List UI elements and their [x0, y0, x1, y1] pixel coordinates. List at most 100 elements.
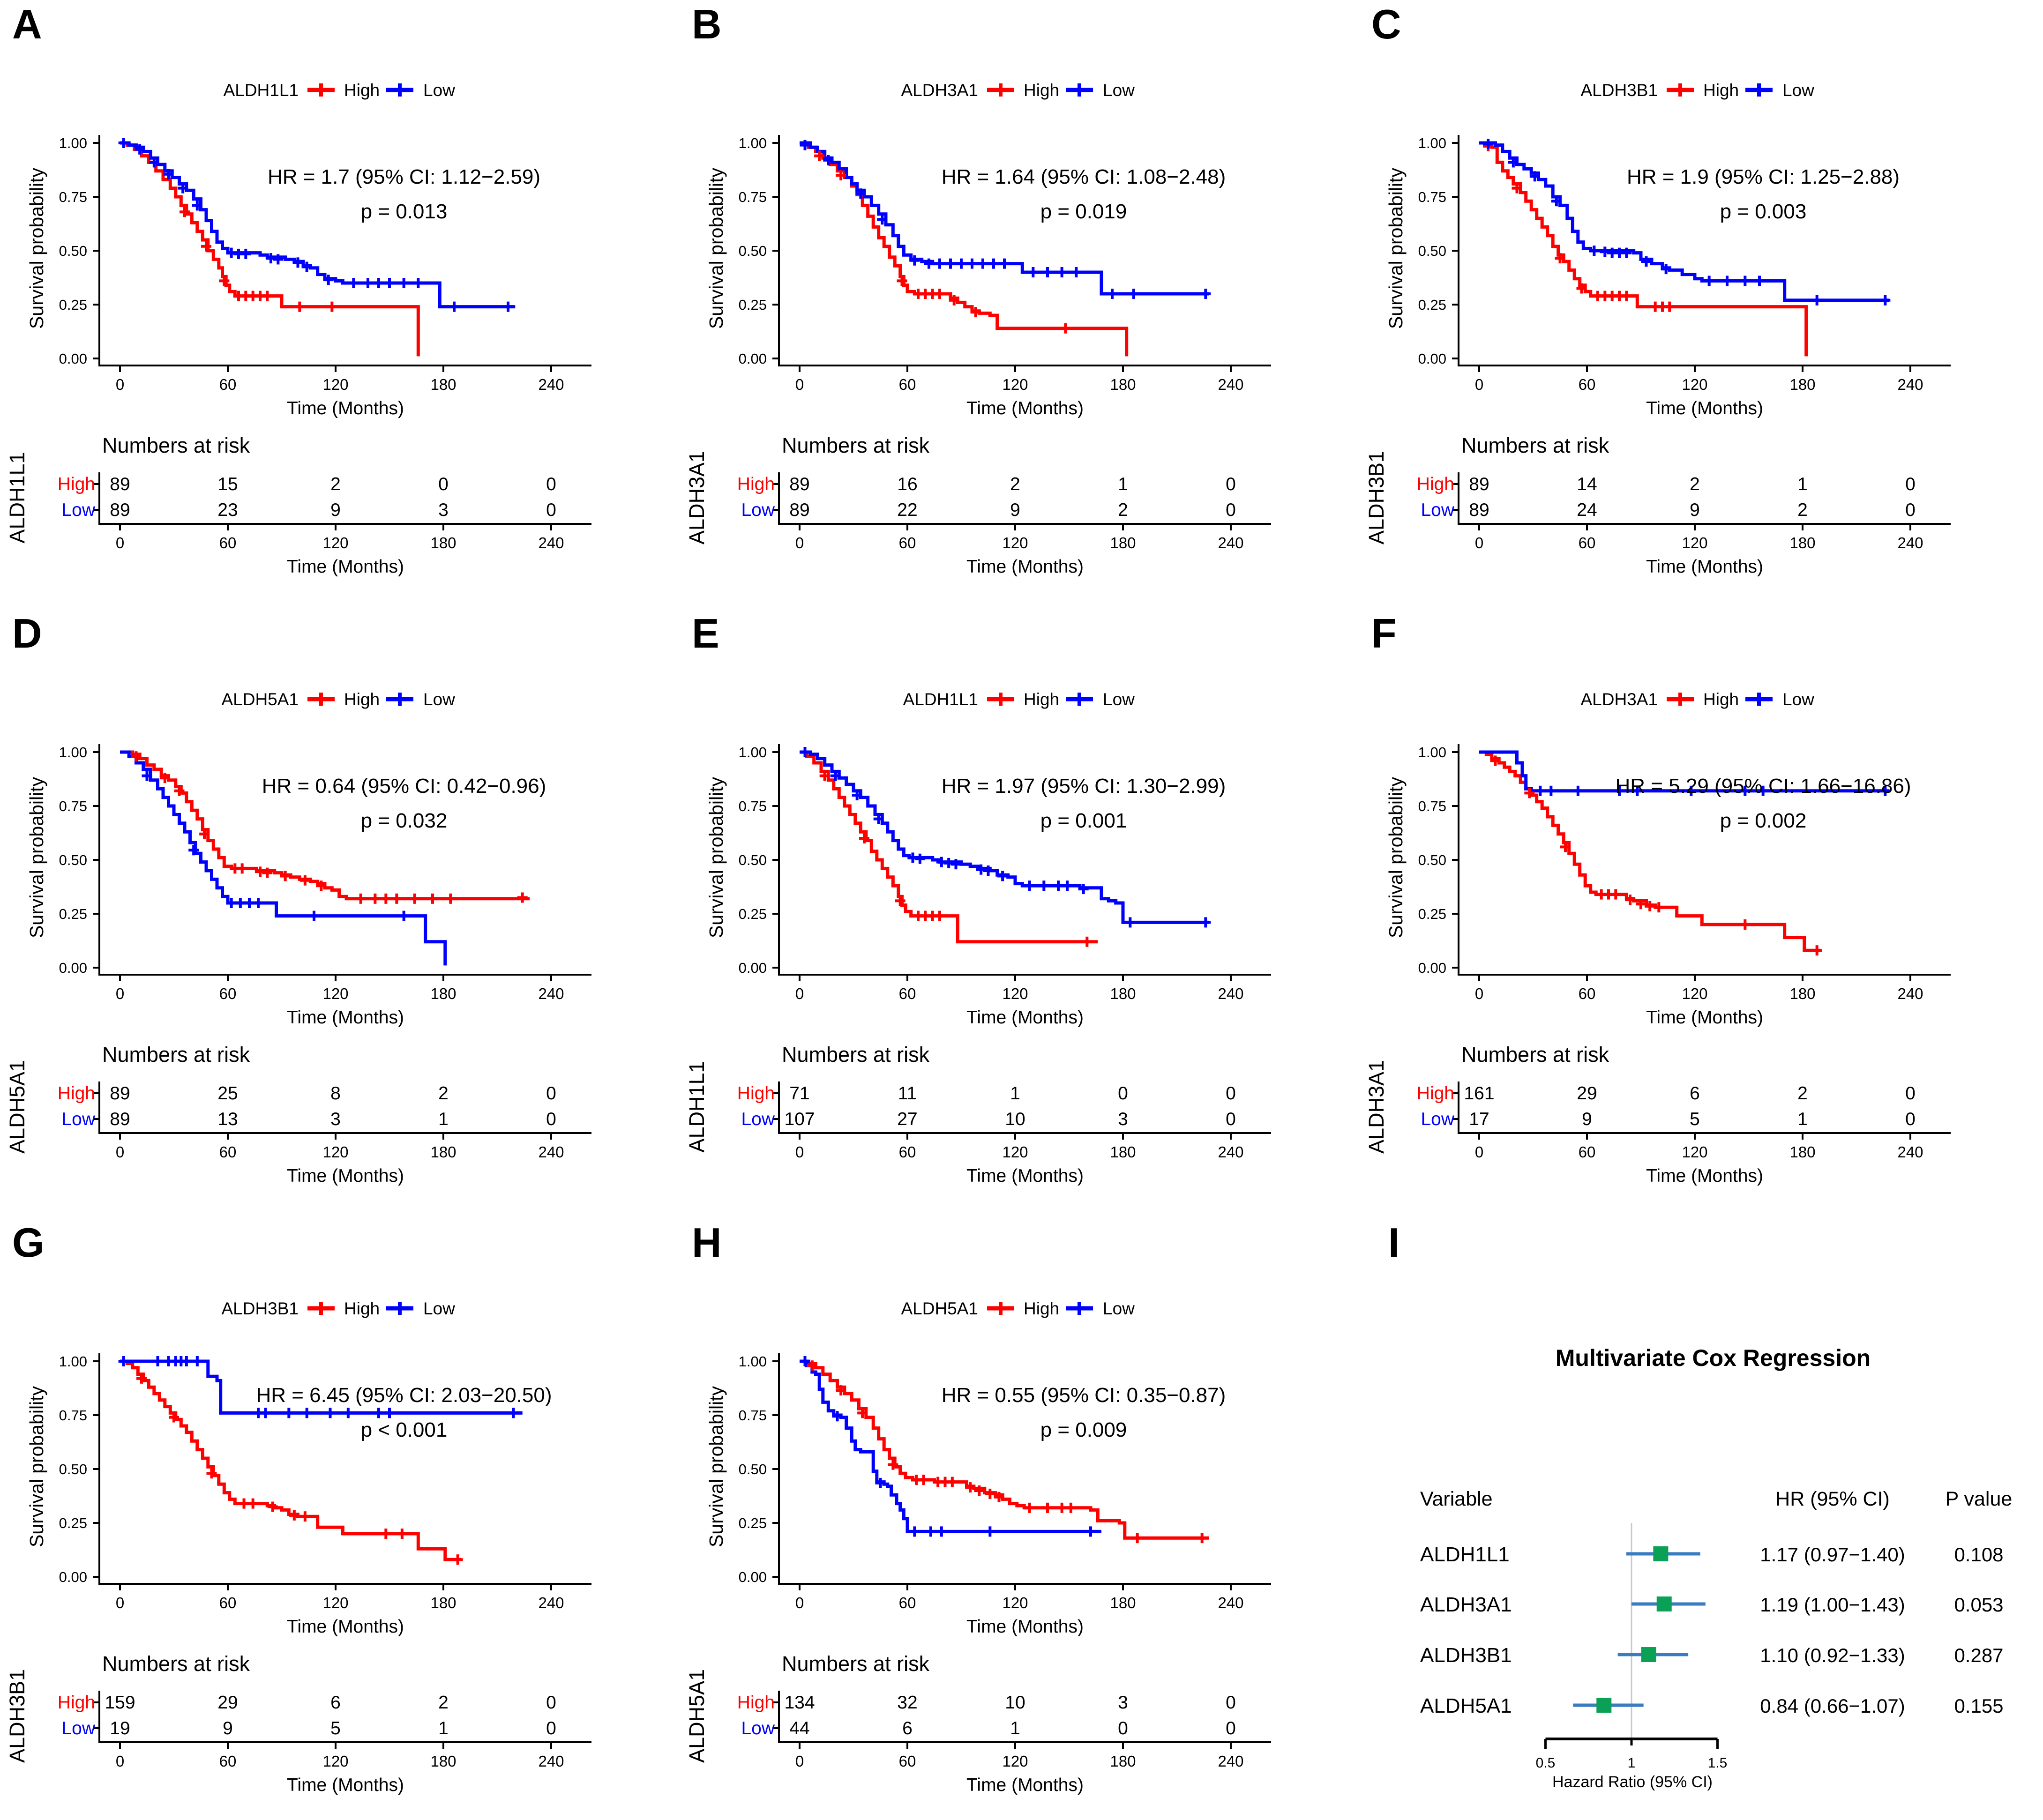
- y-axis-title: Survival probability: [1385, 167, 1407, 329]
- panel-letter: I: [1388, 1219, 1400, 1266]
- forest-col-hr: HR (95% CI): [1775, 1488, 1890, 1510]
- risk-x-tick-label: 180: [430, 534, 456, 552]
- y-tick-label: 0.00: [1418, 960, 1446, 976]
- risk-value-low: 2: [1797, 500, 1808, 520]
- p-annotation: p = 0.009: [1040, 1418, 1127, 1441]
- hr-annotation: HR = 0.55 (95% CI: 0.35−0.87): [942, 1384, 1226, 1407]
- forest-hr-marker: [1596, 1698, 1612, 1713]
- y-tick-label: 0.50: [59, 243, 87, 259]
- panel-letter: F: [1371, 610, 1397, 656]
- risk-x-tick-label: 180: [1789, 534, 1815, 552]
- legend-gene-label: ALDH3A1: [901, 81, 978, 100]
- legend-low-label: Low: [1103, 690, 1135, 709]
- y-axis-title: Survival probability: [705, 776, 727, 938]
- x-axis-title: Time (Months): [287, 1007, 404, 1028]
- y-tick-label: 1.00: [59, 1353, 87, 1370]
- legend-high-label: High: [1024, 1299, 1059, 1318]
- risk-x-axis-title: Time (Months): [1646, 1166, 1763, 1186]
- risk-value-low: 89: [1469, 500, 1489, 520]
- risk-x-tick-label: 240: [538, 534, 564, 552]
- p-annotation: p = 0.002: [1720, 809, 1807, 832]
- forest-row-p: 0.108: [1954, 1544, 2003, 1566]
- risk-x-tick-label: 240: [1218, 1143, 1243, 1161]
- km-chart-A: ALDH1L1 High Low 0.00 0.25 0.50 0.75 1.00 0 60 120…: [5, 81, 591, 577]
- x-tick-label: 120: [322, 1594, 348, 1611]
- y-axis-title: Survival probability: [1385, 776, 1407, 938]
- panel-A: A ALDH1L1 High Low 0.00 0.25 0.50 0.75 1.00 0 60 1…: [0, 0, 681, 609]
- risk-value-high: 0: [1226, 1083, 1236, 1104]
- risk-row-label-high: High: [58, 1083, 95, 1104]
- forest-row-variable: ALDH1L1: [1420, 1543, 1510, 1566]
- risk-row-label-high: High: [58, 474, 95, 494]
- risk-value-low: 5: [330, 1718, 341, 1738]
- forest-col-variable: Variable: [1420, 1488, 1493, 1510]
- risk-x-axis-title: Time (Months): [287, 1775, 404, 1795]
- y-tick-label: 1.00: [739, 744, 767, 761]
- risk-x-tick-label: 120: [1002, 1753, 1028, 1770]
- y-tick-label: 1.00: [59, 135, 87, 151]
- x-axis-title: Time (Months): [966, 398, 1084, 418]
- risk-value-high: 0: [546, 1693, 556, 1713]
- y-tick-label: 0.75: [739, 1407, 767, 1424]
- y-tick-label: 0.75: [739, 798, 767, 814]
- forest-axis-tick-label: 0.5: [1536, 1755, 1556, 1771]
- y-tick-label: 0.25: [1418, 906, 1446, 922]
- p-annotation: p = 0.019: [1040, 200, 1127, 223]
- risk-row-label-low: Low: [741, 1718, 775, 1738]
- legend-gene-label: ALDH5A1: [221, 690, 299, 709]
- y-tick-label: 0.75: [59, 189, 87, 205]
- curve-high: [1479, 750, 1821, 952]
- risk-value-low: 1: [1010, 1718, 1020, 1738]
- risk-x-tick-label: 60: [899, 1753, 916, 1770]
- y-tick-label: 1.00: [739, 1353, 767, 1370]
- risk-x-tick-label: 120: [1682, 1143, 1707, 1161]
- risk-value-low: 3: [438, 500, 449, 520]
- risk-value-high: 0: [1226, 1693, 1236, 1713]
- y-tick-label: 0.50: [739, 1461, 767, 1477]
- risk-gene-label: ALDH1L1: [685, 1061, 709, 1152]
- x-tick-label: 60: [899, 1594, 916, 1611]
- legend-high-label: High: [1024, 690, 1059, 709]
- x-tick-label: 240: [1218, 985, 1243, 1002]
- risk-row-label-high: High: [737, 1693, 775, 1713]
- risk-value-high: 8: [330, 1083, 341, 1104]
- risk-value-low: 24: [1577, 500, 1597, 520]
- risk-x-tick-label: 240: [1218, 1753, 1243, 1770]
- risk-value-low: 6: [902, 1718, 913, 1738]
- risk-value-low: 89: [110, 500, 130, 520]
- legend-high-label: High: [344, 81, 380, 100]
- risk-value-low: 2: [1118, 500, 1128, 520]
- legend-low-label: Low: [1782, 81, 1814, 100]
- risk-value-low: 1: [438, 1109, 449, 1129]
- risk-x-tick-label: 0: [795, 1143, 804, 1161]
- risk-x-tick-label: 0: [1475, 1143, 1483, 1161]
- forest-row-hr: 1.17 (0.97−1.40): [1760, 1544, 1905, 1566]
- curve-high: [1479, 141, 1808, 357]
- hr-annotation: HR = 1.97 (95% CI: 1.30−2.99): [942, 775, 1226, 798]
- panel-E: E ALDH1L1 High Low 0.00 0.25 0.50 0.75 1.00 0 60 1…: [680, 609, 1361, 1218]
- y-axis-title: Survival probability: [26, 167, 47, 329]
- y-tick-label: 0.00: [739, 351, 767, 367]
- risk-x-tick-label: 180: [1789, 1143, 1815, 1161]
- risk-value-high: 2: [438, 1693, 449, 1713]
- risk-x-tick-label: 240: [538, 1143, 564, 1161]
- risk-x-tick-label: 120: [322, 1753, 348, 1770]
- x-tick-label: 120: [1002, 376, 1028, 393]
- risk-value-high: 16: [897, 474, 917, 494]
- curve-low: [1479, 141, 1889, 302]
- risk-x-tick-label: 180: [1110, 1143, 1136, 1161]
- risk-value-low: 0: [1118, 1718, 1128, 1738]
- risk-value-low: 44: [789, 1718, 809, 1738]
- panel-D: D ALDH5A1 High Low 0.00 0.25 0.50 0.75 1.00 0 60 1…: [0, 609, 681, 1218]
- x-tick-label: 120: [322, 985, 348, 1002]
- y-tick-label: 0.00: [59, 1569, 87, 1585]
- forest-row-p: 0.155: [1954, 1695, 2003, 1717]
- risk-value-low: 3: [1118, 1109, 1128, 1129]
- panel-letter: A: [12, 1, 42, 47]
- risk-value-high: 2: [330, 474, 341, 494]
- risk-x-axis-title: Time (Months): [966, 557, 1084, 577]
- y-tick-label: 0.00: [1418, 351, 1446, 367]
- risk-value-high: 3: [1118, 1693, 1128, 1713]
